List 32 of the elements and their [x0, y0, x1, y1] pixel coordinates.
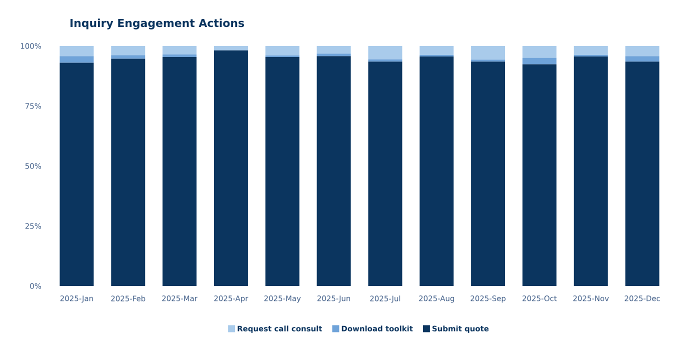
- bar: [214, 46, 248, 50]
- bar: [522, 64, 556, 286]
- bar: [625, 46, 660, 56]
- bar: [162, 54, 197, 58]
- bar: [316, 56, 351, 286]
- bar: [574, 56, 608, 286]
- bar: [316, 54, 351, 56]
- chart-title: Inquiry Engagement Actions: [70, 18, 244, 30]
- bar: [111, 55, 146, 59]
- bar: [471, 62, 506, 286]
- bar: [60, 62, 94, 286]
- bar: [316, 46, 351, 54]
- bar: [111, 58, 146, 286]
- bar: [111, 46, 146, 56]
- bar: [60, 56, 94, 63]
- bar: [368, 62, 402, 286]
- bar: [162, 57, 197, 286]
- bar: [522, 46, 556, 58]
- bar: [420, 56, 454, 286]
- bar: [625, 62, 660, 286]
- bar: [368, 46, 402, 60]
- bar: [368, 59, 402, 62]
- bar: [522, 58, 556, 64]
- bar: [420, 46, 454, 55]
- bar: [471, 46, 506, 60]
- bar: [60, 46, 94, 56]
- bar: [265, 46, 300, 56]
- bar: [214, 50, 248, 286]
- bar: [574, 46, 608, 55]
- bar: [265, 57, 300, 286]
- bar: [162, 46, 197, 54]
- bar: [625, 56, 660, 62]
